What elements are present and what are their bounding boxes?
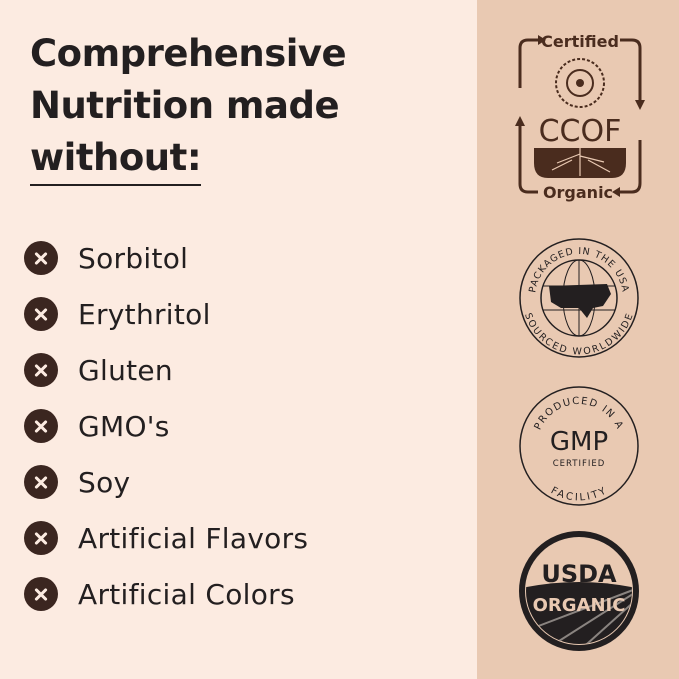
headline-line-3: without: [30,136,202,186]
item-label: Soy [78,465,131,499]
ccof-top-text: Certified [541,32,619,51]
ccof-bottom-text: Organic [543,183,613,202]
x-circle-icon [24,409,58,443]
usda-organic-seal: USDA ORGANIC [519,531,639,651]
x-circle-icon [24,241,58,275]
item-label: Artificial Flavors [78,521,309,555]
packaged-in-usa-badge: PACKAGED IN THE USA SOURCED WORLDWIDE [519,238,639,358]
list-item: Gluten [24,342,308,398]
sunflower-icon [555,58,605,108]
headline-line-1: Comprehensive [30,32,347,75]
list-item: Artificial Colors [24,566,308,622]
list-item: Soy [24,454,308,510]
ccof-certified-organic-logo: Certified CCOF Organic [515,32,645,202]
headline: Comprehensive Nutrition made without: [30,28,347,186]
ccof-text: CCOF [539,114,622,149]
usa-map-icon [549,284,611,318]
list-item: Erythritol [24,286,308,342]
x-circle-icon [24,353,58,387]
organic-text: ORGANIC [533,595,626,616]
gmp-text: GMP [550,427,608,457]
x-circle-icon [24,577,58,611]
list-item: Sorbitol [24,230,308,286]
usda-text: USDA [541,560,617,588]
x-circle-icon [24,465,58,499]
excluded-ingredients-list: Sorbitol Erythritol Gluten GMO's Soy Art… [24,241,308,636]
x-circle-icon [24,521,58,555]
gmp-certified-badge: PRODUCED IN A FACILITY GMP CERTIFIED [519,386,639,506]
list-item: GMO's [24,398,308,454]
item-label: Sorbitol [78,241,189,275]
item-label: Erythritol [78,297,211,331]
gmp-certified-text: CERTIFIED [553,459,606,469]
item-label: Artificial Colors [78,577,295,611]
item-label: GMO's [78,409,170,443]
headline-line-2: Nutrition made [30,84,340,127]
x-circle-icon [24,297,58,331]
list-item: Artificial Flavors [24,510,308,566]
item-label: Gluten [78,353,173,387]
